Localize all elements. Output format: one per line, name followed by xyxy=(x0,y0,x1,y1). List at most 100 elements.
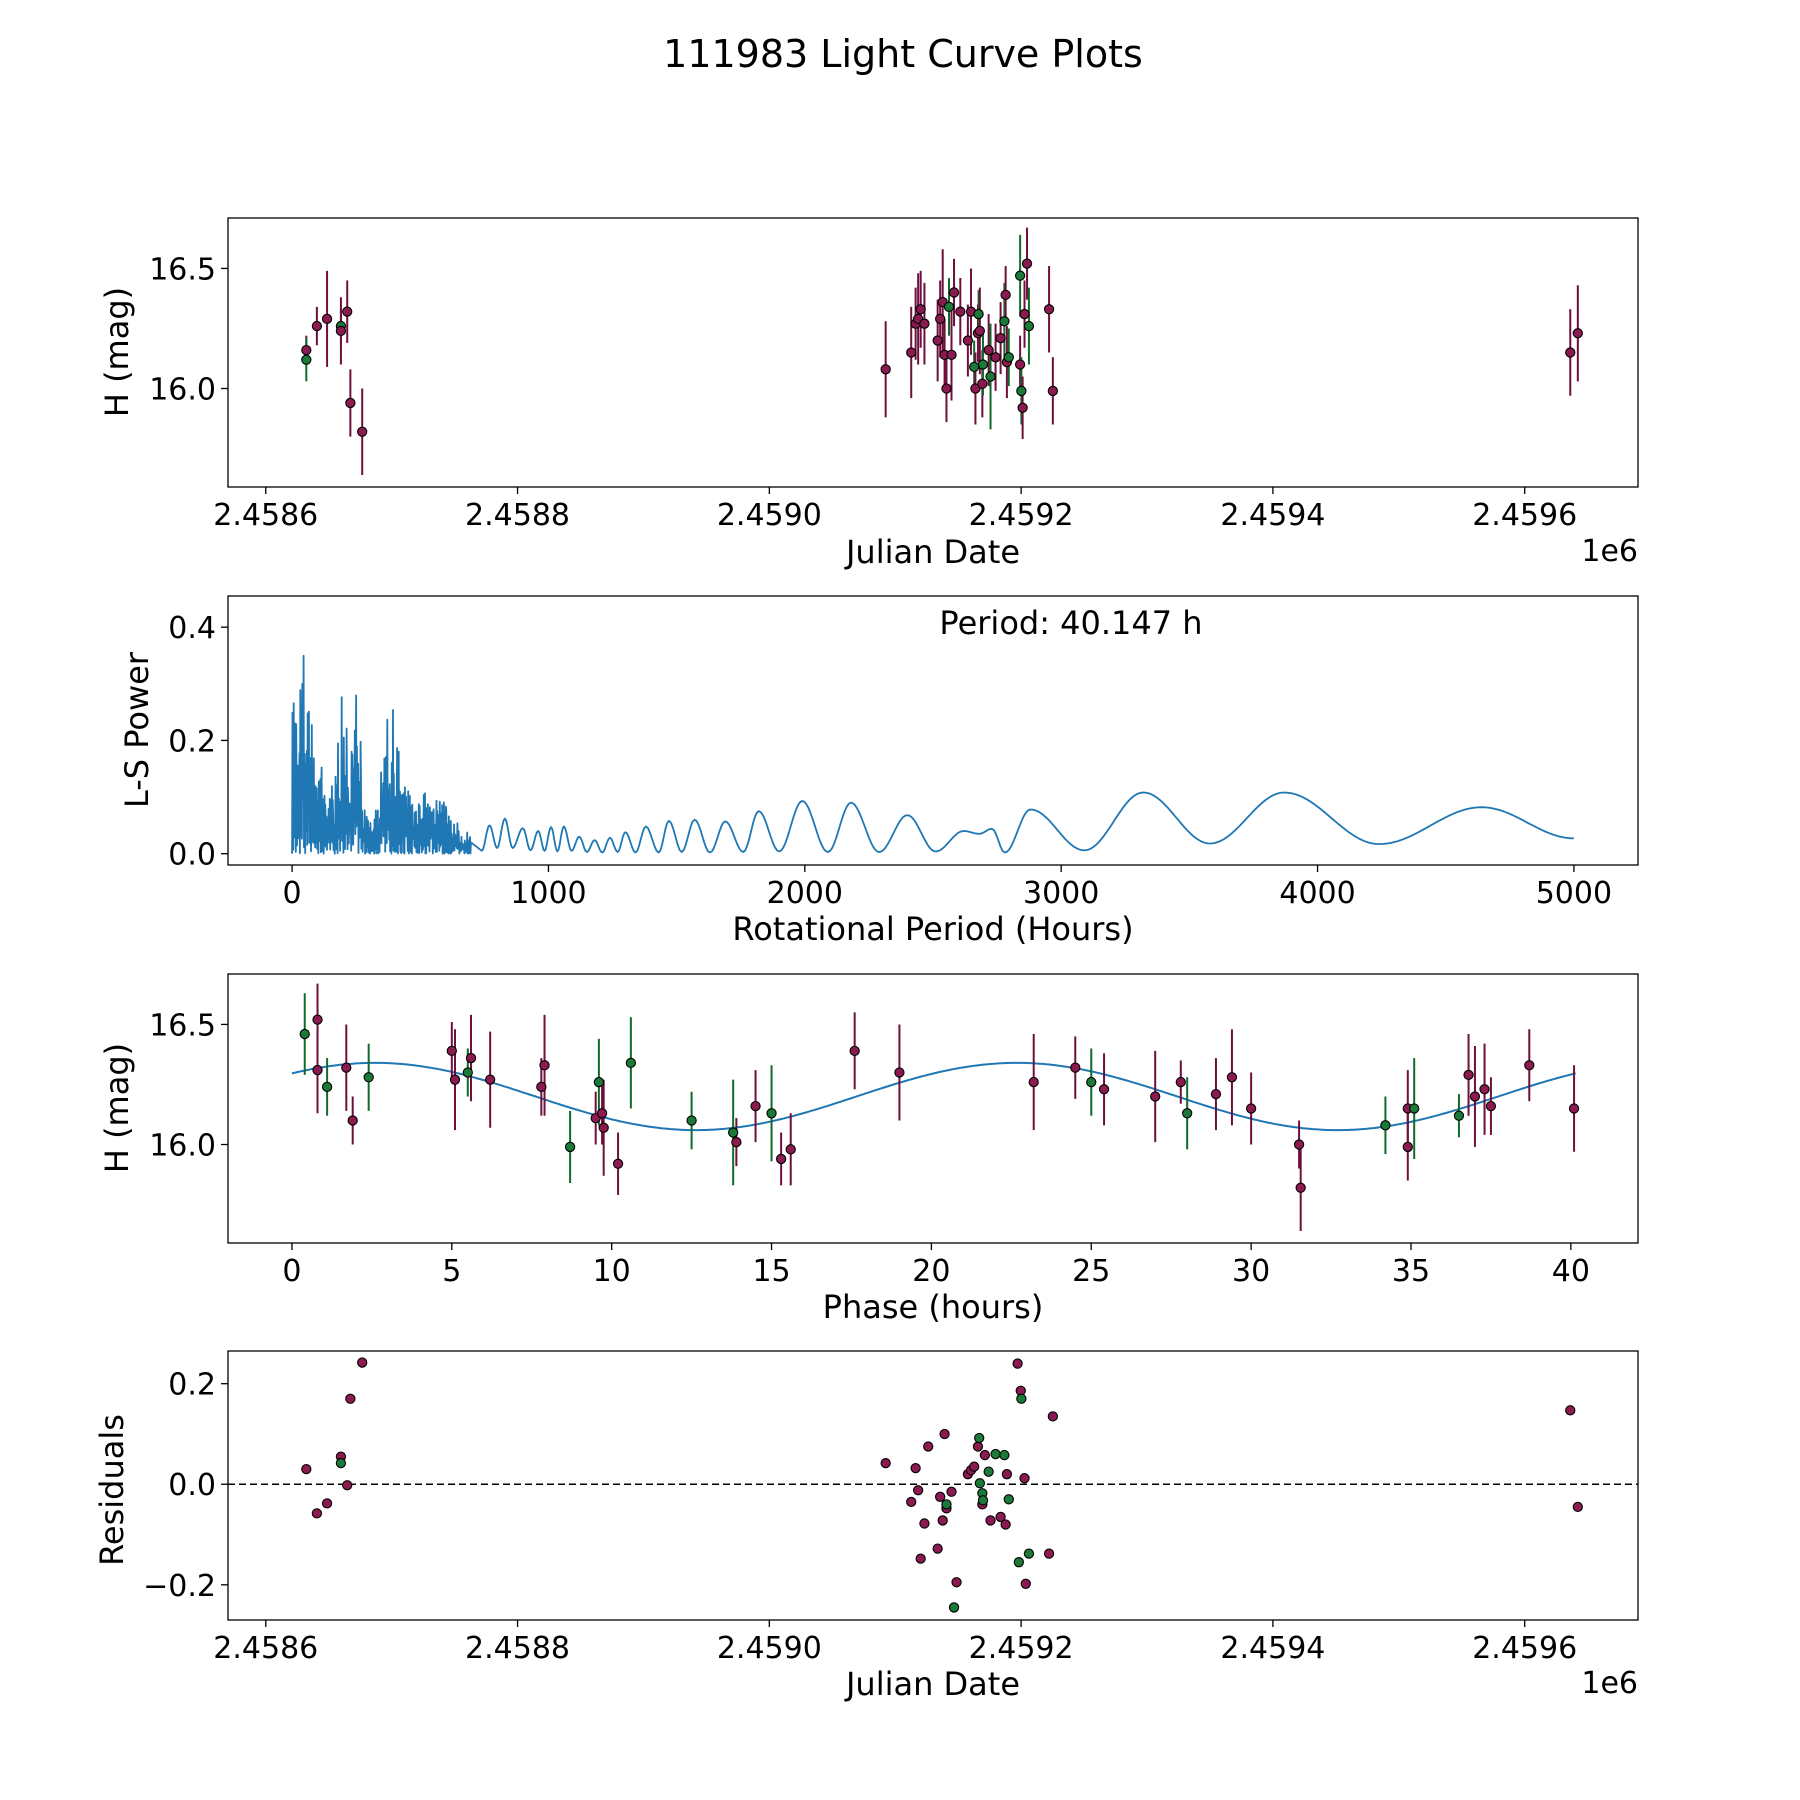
data-point xyxy=(1469,1091,1481,1102)
data-point xyxy=(342,306,353,317)
data-point xyxy=(301,354,312,365)
data-point xyxy=(485,1074,496,1085)
data-point xyxy=(301,344,312,356)
data-point xyxy=(1070,1062,1081,1073)
data-point xyxy=(969,361,980,373)
y-tick-label: 16.0 xyxy=(149,373,216,408)
y-tick-label: 0.2 xyxy=(168,1368,216,1403)
data-point xyxy=(974,1478,985,1489)
data-point xyxy=(728,1127,739,1138)
data-point xyxy=(1000,289,1011,301)
y-tick-label: 0.2 xyxy=(168,724,216,759)
data-point xyxy=(357,1357,368,1368)
lightcurve-ylabel: H (mag) xyxy=(98,287,136,417)
phasefold-xlabel: Phase (hours) xyxy=(823,1288,1044,1326)
data-point xyxy=(977,359,989,370)
data-point xyxy=(977,1495,989,1506)
data-point xyxy=(880,1457,891,1469)
data-point xyxy=(943,301,955,313)
data-point xyxy=(785,1144,796,1155)
lightcurve-axes-frame xyxy=(227,217,1639,488)
x-tick-label: 2.4590 xyxy=(717,498,822,533)
data-point xyxy=(1028,1076,1039,1088)
x-tick-label: 0 xyxy=(282,1254,301,1289)
data-point xyxy=(915,304,926,315)
data-point xyxy=(974,1432,985,1444)
data-point xyxy=(849,1045,860,1057)
phasefold-plot-area xyxy=(291,983,1580,1231)
data-point xyxy=(919,318,930,329)
panel-lightcurve: 2.4586 2.4588 2.4590 2.4592 2.4594 2.4596 16.0… xyxy=(98,217,1639,571)
data-point xyxy=(932,335,943,346)
periodogram-axes-frame xyxy=(227,595,1639,866)
data-point xyxy=(1402,1141,1413,1153)
data-point xyxy=(941,1499,952,1510)
data-point xyxy=(974,325,985,337)
data-point xyxy=(1572,1501,1583,1513)
data-point xyxy=(969,1461,980,1472)
data-point xyxy=(536,1081,547,1093)
data-point xyxy=(345,397,356,409)
data-point xyxy=(1453,1110,1465,1121)
x-tick-label: 2.4592 xyxy=(969,498,1074,533)
data-point xyxy=(955,306,966,317)
data-point xyxy=(906,1496,917,1507)
residuals-x-offset: 1e6 xyxy=(1581,1666,1638,1701)
data-point xyxy=(990,1448,1001,1460)
data-point xyxy=(894,1067,905,1078)
data-point xyxy=(1003,352,1014,363)
x-tick-label: 2.4596 xyxy=(1472,498,1577,533)
data-point xyxy=(312,1014,323,1025)
data-point xyxy=(311,1508,323,1519)
data-point xyxy=(1016,385,1027,397)
data-point xyxy=(937,1515,948,1526)
data-point xyxy=(321,313,333,325)
data-point xyxy=(1565,347,1576,358)
data-point xyxy=(910,1463,921,1474)
data-point xyxy=(1568,1103,1580,1114)
data-point xyxy=(939,1428,950,1440)
data-point xyxy=(1014,270,1026,281)
x-tick-label: 2.4594 xyxy=(1220,1631,1325,1666)
lightcurve-x-offset: 1e6 xyxy=(1581,534,1638,569)
data-point xyxy=(1380,1120,1391,1131)
y-tick-label: 16.5 xyxy=(149,252,216,287)
data-point xyxy=(1098,1084,1110,1095)
data-point xyxy=(311,320,323,332)
data-point xyxy=(1047,1411,1058,1422)
data-point xyxy=(750,1100,761,1112)
data-point xyxy=(1023,1548,1035,1559)
data-point xyxy=(1047,385,1058,397)
x-tick-label: 1000 xyxy=(510,876,586,911)
data-point xyxy=(880,364,891,375)
data-point xyxy=(912,1485,924,1496)
data-point xyxy=(363,1072,374,1083)
data-point xyxy=(775,1153,787,1165)
data-point xyxy=(985,371,996,382)
y-tick-label: 16.5 xyxy=(149,1008,216,1043)
data-point xyxy=(995,1511,1006,1523)
y-tick-label: 0.0 xyxy=(168,838,216,873)
data-point xyxy=(941,383,952,394)
residuals-axes-frame xyxy=(227,1350,1639,1621)
data-point xyxy=(1226,1072,1238,1083)
x-tick-label: 2000 xyxy=(767,876,843,911)
periodogram-ylabel: L-S Power xyxy=(118,651,156,808)
x-tick-label: 35 xyxy=(1392,1254,1430,1289)
data-point xyxy=(1043,1548,1055,1559)
data-point xyxy=(335,325,347,337)
data-point xyxy=(915,1553,926,1564)
data-point xyxy=(596,1108,608,1119)
residuals-xlabel: Julian Date xyxy=(844,1665,1020,1703)
data-point xyxy=(1245,1103,1257,1114)
data-point xyxy=(946,349,957,361)
data-point xyxy=(465,1052,477,1064)
data-point xyxy=(1150,1091,1161,1102)
data-point xyxy=(1485,1100,1497,1112)
data-point xyxy=(919,1518,930,1529)
data-point xyxy=(1020,1578,1031,1589)
data-point xyxy=(923,1441,934,1452)
periodogram-axes: 0 1000 2000 3000 4000 5000 0.0 0.2 0.4 xyxy=(168,611,1612,911)
data-point xyxy=(948,1602,960,1613)
